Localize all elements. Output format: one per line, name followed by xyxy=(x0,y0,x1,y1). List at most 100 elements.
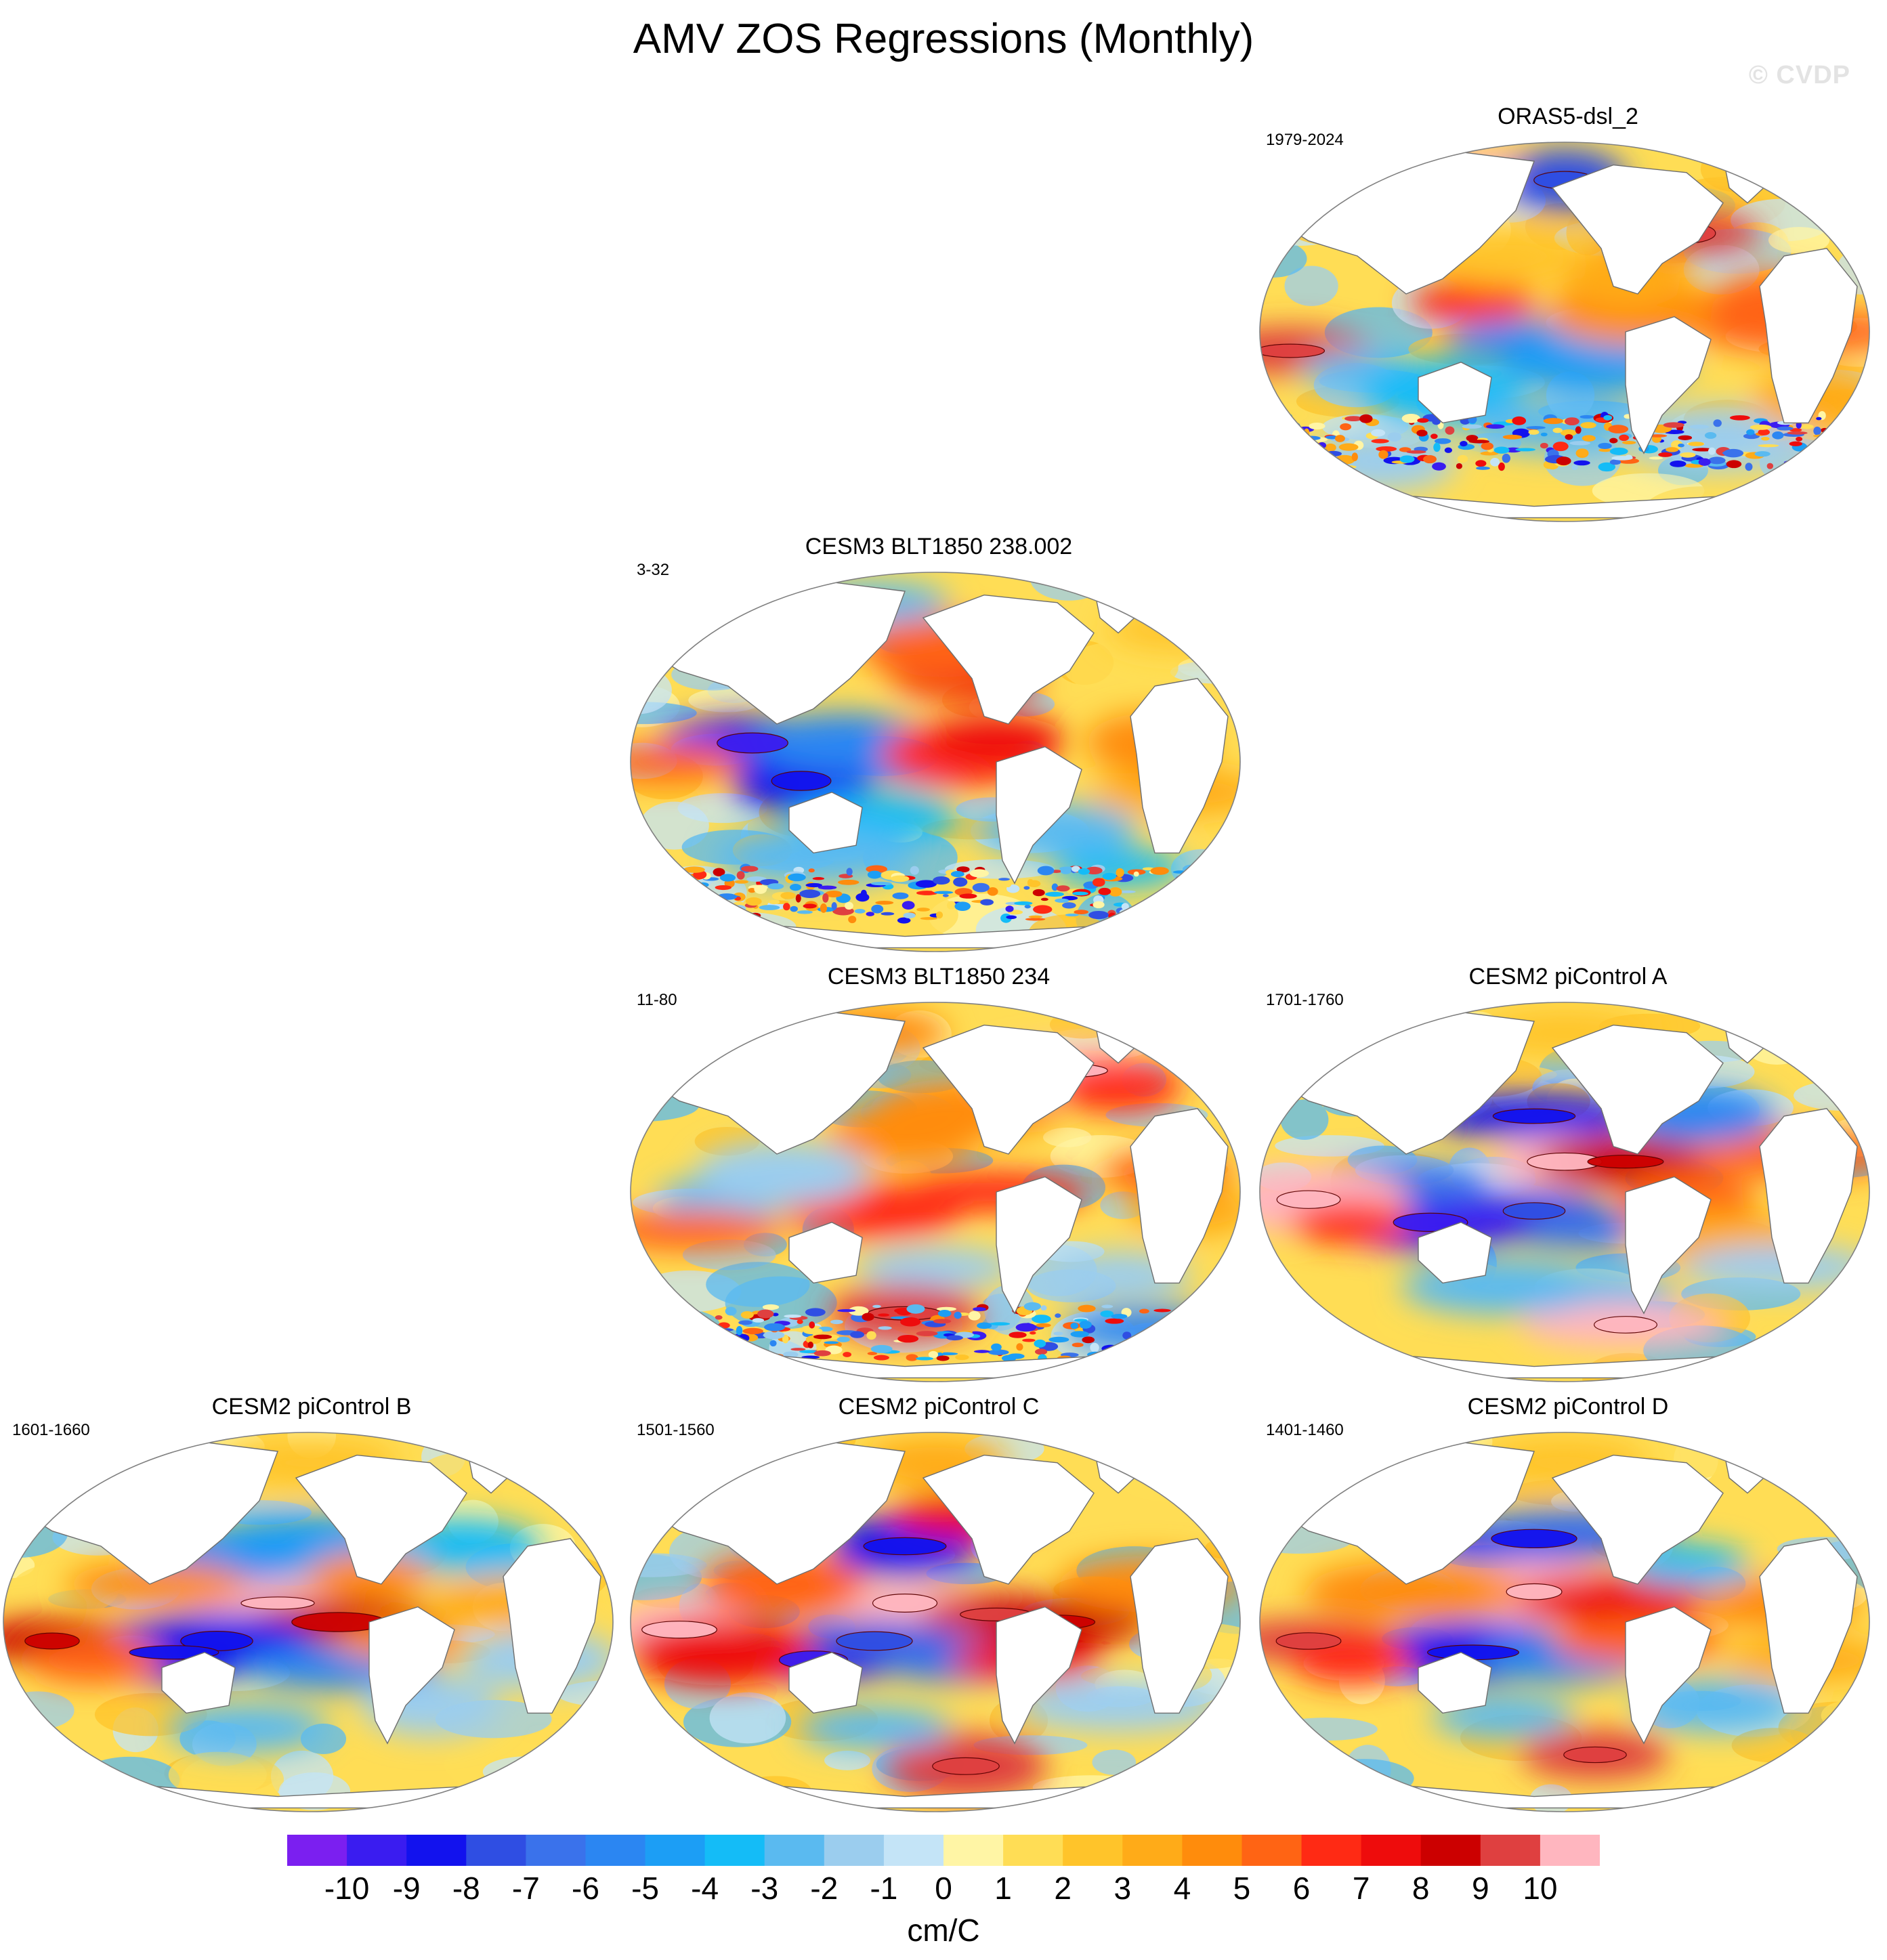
ocean-field xyxy=(631,1432,1240,1812)
noise-speck xyxy=(1796,436,1803,442)
noise-speck xyxy=(1758,444,1779,448)
noise-speck xyxy=(1220,874,1229,878)
land-southAmerica xyxy=(1625,1606,1712,1745)
field-patch xyxy=(1273,1718,1378,1741)
noise-speck xyxy=(1556,456,1571,466)
map-plot xyxy=(1259,1432,1870,1812)
noise-speck xyxy=(664,1346,686,1351)
colorbar-box xyxy=(1242,1835,1302,1866)
noise-speck xyxy=(813,1334,832,1340)
noise-speck xyxy=(968,1311,981,1321)
noise-speck xyxy=(701,908,721,912)
field-patch xyxy=(1276,161,1323,182)
field-patch xyxy=(1260,1733,1300,1771)
noise-speck xyxy=(1070,1322,1078,1329)
noise-speck xyxy=(1179,1313,1197,1317)
field-patch xyxy=(79,1756,180,1804)
noise-speck xyxy=(1552,427,1563,433)
noise-speck xyxy=(1167,1317,1181,1323)
noise-speck xyxy=(837,1309,856,1313)
land-africa xyxy=(1759,248,1858,424)
field-patch xyxy=(503,1772,605,1812)
noise-speck xyxy=(998,878,1010,881)
noise-speck xyxy=(1214,1349,1233,1352)
noise-speck xyxy=(805,882,823,888)
noise-speck xyxy=(1338,443,1359,451)
noise-speck xyxy=(662,1322,671,1327)
field-patch xyxy=(482,1776,531,1812)
field-patch xyxy=(1809,163,1869,215)
noise-speck xyxy=(1515,448,1536,452)
anomaly-blob xyxy=(1680,1245,1869,1291)
noise-speck xyxy=(824,1341,839,1344)
field-patch xyxy=(667,1438,730,1460)
noise-speck xyxy=(635,916,648,922)
noise-speck xyxy=(658,1326,677,1331)
noise-speck xyxy=(813,1350,831,1357)
noise-speck xyxy=(631,912,648,917)
anomaly-blobs xyxy=(631,582,1240,887)
field-patch xyxy=(1260,1355,1330,1382)
noise-speck xyxy=(1079,1321,1092,1329)
noise-speck xyxy=(1005,906,1014,912)
anomaly-core xyxy=(1276,1190,1341,1209)
noise-speck xyxy=(933,1319,952,1324)
noise-speck xyxy=(641,1321,658,1329)
noise-speck xyxy=(1071,866,1080,872)
field-patch xyxy=(1122,910,1207,952)
noise-speck xyxy=(1351,452,1358,461)
noise-speck xyxy=(1798,461,1807,471)
noise-speck xyxy=(1340,423,1352,431)
noise-speck xyxy=(704,1340,713,1345)
noise-speck xyxy=(1213,1304,1225,1308)
noise-speck xyxy=(1334,435,1345,442)
noise-speck xyxy=(1325,443,1336,452)
noise-speck xyxy=(1609,447,1628,455)
noise-speck xyxy=(1777,426,1794,431)
noise-speck xyxy=(1218,885,1237,894)
noise-speck xyxy=(754,885,767,894)
noise-speck xyxy=(1813,426,1821,435)
noise-speck xyxy=(631,1344,648,1348)
field-patch xyxy=(709,1692,786,1744)
colorbar-tick-label: 6 xyxy=(1292,1871,1311,1906)
noise-speck xyxy=(850,1331,865,1338)
noise-speck xyxy=(805,1308,826,1317)
noise-speck xyxy=(809,1321,815,1329)
colorbar-tick-label: 5 xyxy=(1233,1871,1251,1906)
noise-speck xyxy=(767,883,784,890)
field-patch xyxy=(1375,1298,1433,1341)
noise-speck xyxy=(1195,1323,1212,1329)
noise-speck xyxy=(1649,456,1663,460)
noise-speck xyxy=(1502,434,1523,440)
noise-speck xyxy=(1399,455,1415,463)
map-panel-cesm2-a: CESM2 piControl A 1701-1760 xyxy=(1256,962,1880,1388)
noise-speck xyxy=(746,876,767,882)
colorbar-tick-label: -1 xyxy=(870,1871,898,1906)
noise-speck xyxy=(1006,915,1017,920)
noise-speck xyxy=(1185,1334,1196,1342)
field-patch xyxy=(1658,1740,1754,1778)
noise-speck xyxy=(1072,1342,1084,1348)
noise-speck xyxy=(1223,1304,1234,1310)
noise-speck xyxy=(1708,447,1716,455)
land-australia xyxy=(161,1652,236,1714)
anomaly-core xyxy=(717,732,788,754)
noise-speck xyxy=(822,893,829,903)
noise-speck xyxy=(697,1331,710,1340)
colorbar xyxy=(287,1835,1600,1866)
noise-speck xyxy=(1840,431,1856,435)
noise-speck xyxy=(674,915,690,920)
noise-speck xyxy=(1462,424,1482,429)
noise-speck xyxy=(1498,462,1505,471)
anomaly-blob xyxy=(1051,849,1185,887)
noise-speck xyxy=(1016,1343,1023,1351)
colorbar-box xyxy=(944,1835,1004,1866)
noise-speck xyxy=(1103,1350,1121,1359)
map-border xyxy=(1259,1432,1870,1812)
anomaly-blob xyxy=(64,1562,247,1606)
noise-speck xyxy=(1399,447,1412,452)
anomaly-core xyxy=(641,1621,717,1639)
noise-speck xyxy=(1476,466,1490,470)
land-africa xyxy=(1130,678,1229,854)
